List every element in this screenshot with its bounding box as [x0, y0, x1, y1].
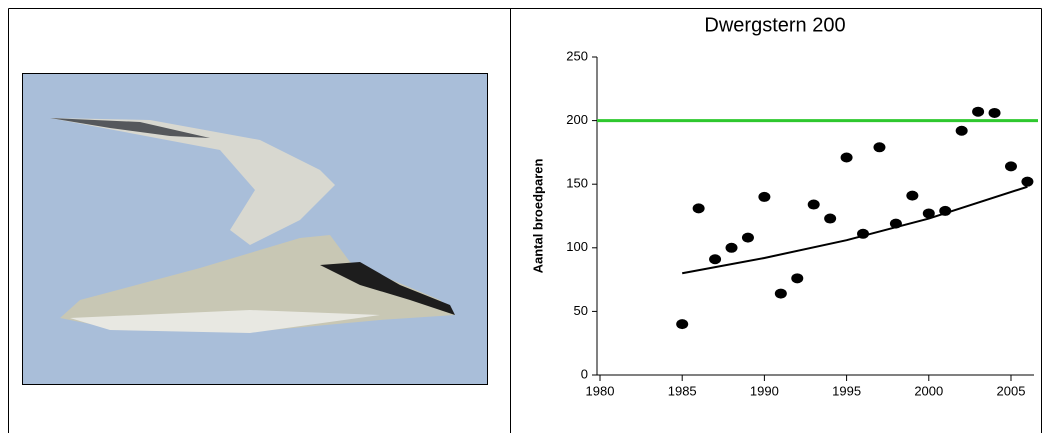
- data-point: [709, 254, 721, 264]
- data-point: [906, 191, 918, 201]
- data-point: [989, 108, 1001, 118]
- page: Dwergstern 200 Aantal broedparen 0 50 100 1…: [0, 0, 1049, 433]
- data-point: [956, 126, 968, 136]
- data-point: [1021, 177, 1033, 187]
- data-point: [857, 229, 869, 239]
- trend-line: [682, 187, 1027, 273]
- y-tick-label: 150: [566, 176, 588, 191]
- chart-title: Dwergstern 200: [704, 14, 845, 36]
- y-tick-label: 0: [581, 366, 588, 381]
- x-tick-label: 2000: [914, 383, 943, 398]
- data-point: [676, 319, 688, 329]
- x-tick-label: 2005: [997, 383, 1026, 398]
- data-point: [923, 208, 935, 218]
- data-point: [972, 107, 984, 117]
- data-point: [742, 233, 754, 243]
- data-point: [758, 192, 770, 202]
- y-axis-label: Aantal broedparen: [530, 159, 545, 274]
- bird-photo: [23, 74, 488, 385]
- y-tick-label: 200: [566, 112, 588, 127]
- y-tick-label: 250: [566, 48, 588, 63]
- data-point: [1005, 161, 1017, 171]
- x-tick-label: 1990: [750, 383, 779, 398]
- data-point: [808, 200, 820, 210]
- x-tick-label: 1985: [668, 383, 697, 398]
- data-point: [693, 203, 705, 213]
- y-tick-label: 100: [566, 239, 588, 254]
- data-point: [939, 206, 951, 216]
- data-point: [791, 273, 803, 283]
- y-tick-label: 50: [574, 303, 588, 318]
- data-point: [890, 219, 902, 229]
- x-tick-label: 1995: [832, 383, 861, 398]
- data-point: [726, 243, 738, 253]
- data-point: [775, 289, 787, 299]
- data-point: [873, 142, 885, 152]
- data-point: [841, 152, 853, 162]
- x-tick-label: 1980: [586, 383, 615, 398]
- data-point: [824, 214, 836, 224]
